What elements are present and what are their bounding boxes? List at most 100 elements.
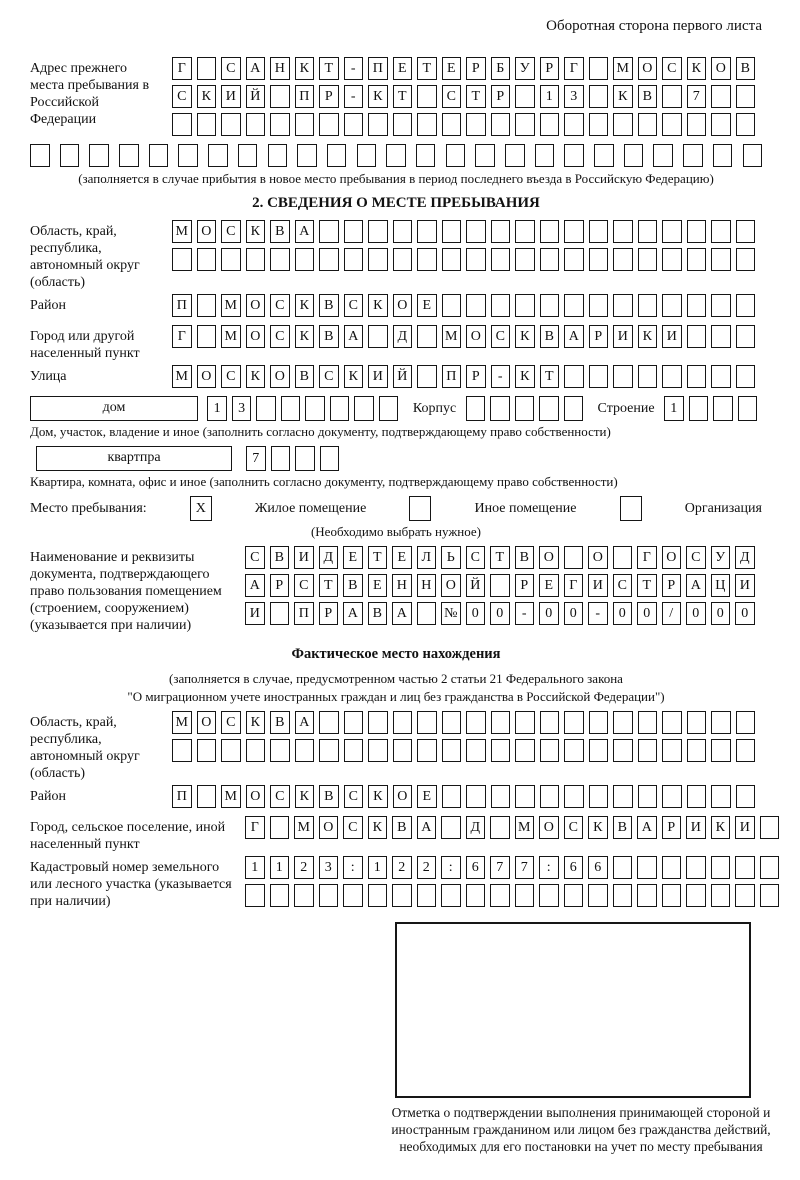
char-box [343,248,363,271]
char-box [378,396,399,421]
char-box [208,144,228,167]
char-box: П [172,785,192,808]
char-box: И [368,365,388,388]
char-box: 0 [612,602,632,625]
char-box: И [735,816,755,839]
char-box [637,884,657,907]
char-box: К [294,294,314,317]
confirmation-mark-box [395,922,751,1098]
char-box [392,884,412,907]
char-box [368,248,388,271]
char-box: Н [392,574,412,597]
char-box [326,144,347,167]
char-box: О [392,785,412,808]
checkbox-residential: X [189,496,212,521]
char-box: М [221,785,241,808]
char-box: Г [245,816,265,839]
char-box [196,739,216,762]
char-box [417,325,437,348]
char-box [490,816,510,839]
char-box: М [172,711,192,734]
house-note: Дом, участок, владение и иное (заполнить… [30,424,611,439]
char-box [245,113,265,136]
char-box: И [662,325,682,348]
char-box [445,144,466,167]
char-box [735,365,755,388]
char-box [514,884,534,907]
char-box [270,85,290,108]
char-box: К [515,325,535,348]
char-box: 2 [294,856,314,879]
char-box [294,739,314,762]
char-box: 1 [269,856,289,879]
char-box [319,446,339,471]
char-box: С [612,574,632,597]
char-box [759,884,779,907]
fact-location-note-2: "О миграционном учете иностранных гражда… [127,689,665,704]
char-box [588,57,608,80]
char-box [441,711,461,734]
char-box [343,711,363,734]
char-box [280,396,301,421]
char-box [539,294,559,317]
field-fact-city: Город, сельское поселение, иной населенн… [30,816,779,853]
char-box: В [319,785,339,808]
char-box [441,884,461,907]
char-box [564,294,584,317]
char-box: С [270,325,290,348]
char-box: Е [441,57,461,80]
char-box [367,884,387,907]
char-box: Е [392,546,412,569]
char-box: А [294,711,314,734]
char-box [735,220,755,243]
char-box: 6 [563,856,583,879]
char-box: И [221,85,241,108]
char-box [237,144,258,167]
char-box [637,365,657,388]
char-box: Р [269,574,289,597]
char-box [490,113,510,136]
char-box: П [294,602,314,625]
char-box: О [196,220,216,243]
char-box: 0 [686,602,706,625]
char-box [270,113,290,136]
fact-city-label: Город, сельское поселение, иной населенн… [30,820,226,852]
char-box: Р [318,602,338,625]
prev-address-note: (заполняется в случае прибытия в новое м… [78,171,714,186]
char-box [329,396,350,421]
char-box: Ц [710,574,730,597]
char-box: К [294,325,314,348]
char-box [661,856,681,879]
char-box [713,396,733,421]
char-box: В [514,546,534,569]
char-box [221,739,241,762]
checkbox-other-premises [409,496,432,521]
char-box: О [466,325,486,348]
char-box [711,294,731,317]
char-box [221,113,241,136]
char-box [534,144,555,167]
char-box [588,248,608,271]
char-box: В [367,602,387,625]
apartment-note: Квартира, комната, офис и иное (заполнит… [30,474,618,489]
char-box: Т [417,57,437,80]
char-box: Д [392,325,412,348]
char-box: М [613,57,633,80]
char-box [417,711,437,734]
option-residential-label: Жилое помещение [254,500,367,516]
char-box [563,884,583,907]
char-box: А [245,574,265,597]
char-box: А [343,325,363,348]
char-box [563,546,583,569]
char-box: Р [588,325,608,348]
char-box [178,144,198,167]
char-box [297,144,317,167]
char-box: В [343,574,363,597]
char-box: К [367,816,387,839]
char-box: В [319,294,339,317]
